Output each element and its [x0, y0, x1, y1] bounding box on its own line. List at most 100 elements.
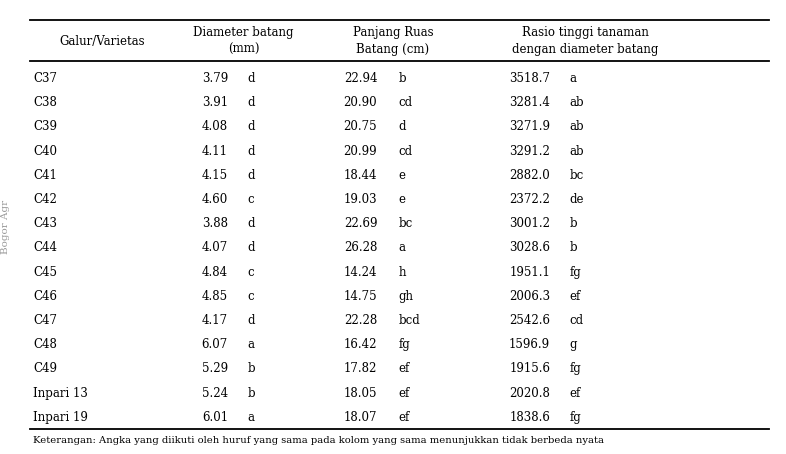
Text: 4.17: 4.17 [202, 314, 228, 327]
Text: Panjang Ruas: Panjang Ruas [353, 26, 433, 39]
Text: 1596.9: 1596.9 [509, 338, 550, 351]
Text: 5.24: 5.24 [202, 387, 228, 400]
Text: C47: C47 [33, 314, 57, 327]
Text: d: d [248, 96, 255, 109]
Text: b: b [248, 387, 255, 400]
Text: Rasio tinggi tanaman: Rasio tinggi tanaman [522, 26, 649, 39]
Text: 3028.6: 3028.6 [509, 242, 550, 254]
Text: 18.07: 18.07 [343, 411, 377, 424]
Text: a: a [399, 242, 406, 254]
Text: 2882.0: 2882.0 [509, 169, 550, 182]
Text: 3291.2: 3291.2 [509, 144, 550, 158]
Text: bc: bc [570, 169, 584, 182]
Text: a: a [570, 72, 577, 85]
Text: 14.24: 14.24 [343, 266, 377, 279]
Text: C40: C40 [33, 144, 57, 158]
Text: a: a [248, 411, 255, 424]
Text: C42: C42 [33, 193, 57, 206]
Text: c: c [248, 193, 254, 206]
Text: dengan diameter batang: dengan diameter batang [512, 43, 659, 56]
Text: 18.44: 18.44 [343, 169, 377, 182]
Text: 3001.2: 3001.2 [509, 217, 550, 230]
Text: (mm): (mm) [228, 43, 259, 56]
Text: 22.69: 22.69 [343, 217, 377, 230]
Text: 20.90: 20.90 [343, 96, 377, 109]
Text: d: d [248, 169, 255, 182]
Text: ef: ef [570, 387, 581, 400]
Text: Bogor Agr: Bogor Agr [1, 200, 10, 254]
Text: 14.75: 14.75 [343, 290, 377, 303]
Text: d: d [248, 144, 255, 158]
Text: g: g [570, 338, 578, 351]
Text: d: d [248, 72, 255, 85]
Text: bcd: bcd [399, 314, 421, 327]
Text: 3281.4: 3281.4 [509, 96, 550, 109]
Text: 2006.3: 2006.3 [509, 290, 550, 303]
Text: c: c [248, 266, 254, 279]
Text: Batang (cm): Batang (cm) [356, 43, 430, 56]
Text: de: de [570, 193, 584, 206]
Text: b: b [248, 362, 255, 375]
Text: Galur/Varietas: Galur/Varietas [60, 35, 145, 48]
Text: ef: ef [399, 362, 410, 375]
Text: b: b [570, 217, 578, 230]
Text: d: d [248, 314, 255, 327]
Text: 18.05: 18.05 [343, 387, 377, 400]
Text: 6.07: 6.07 [202, 338, 228, 351]
Text: 22.28: 22.28 [344, 314, 377, 327]
Text: 19.03: 19.03 [343, 193, 377, 206]
Text: 6.01: 6.01 [202, 411, 228, 424]
Text: 4.11: 4.11 [202, 144, 228, 158]
Text: C37: C37 [33, 72, 57, 85]
Text: 4.07: 4.07 [202, 242, 228, 254]
Text: 1951.1: 1951.1 [509, 266, 550, 279]
Text: 4.84: 4.84 [202, 266, 228, 279]
Text: 16.42: 16.42 [343, 338, 377, 351]
Text: 1838.6: 1838.6 [509, 411, 550, 424]
Text: fg: fg [570, 362, 582, 375]
Text: 4.08: 4.08 [202, 120, 228, 133]
Text: 2020.8: 2020.8 [509, 387, 550, 400]
Text: ef: ef [399, 387, 410, 400]
Text: 3.91: 3.91 [202, 96, 228, 109]
Text: d: d [248, 242, 255, 254]
Text: C43: C43 [33, 217, 57, 230]
Text: C38: C38 [33, 96, 57, 109]
Text: C49: C49 [33, 362, 57, 375]
Text: fg: fg [399, 338, 410, 351]
Text: 22.94: 22.94 [343, 72, 377, 85]
Text: b: b [399, 72, 406, 85]
Text: 1915.6: 1915.6 [509, 362, 550, 375]
Text: C45: C45 [33, 266, 57, 279]
Text: d: d [248, 120, 255, 133]
Text: a: a [248, 338, 255, 351]
Text: 4.60: 4.60 [202, 193, 228, 206]
Text: c: c [248, 290, 254, 303]
Text: C46: C46 [33, 290, 57, 303]
Text: C41: C41 [33, 169, 57, 182]
Text: d: d [248, 217, 255, 230]
Text: 3271.9: 3271.9 [509, 120, 550, 133]
Text: d: d [399, 120, 406, 133]
Text: Diameter batang: Diameter batang [193, 26, 294, 39]
Text: cd: cd [570, 314, 584, 327]
Text: 26.28: 26.28 [344, 242, 377, 254]
Text: e: e [399, 169, 406, 182]
Text: C48: C48 [33, 338, 57, 351]
Text: 3.79: 3.79 [202, 72, 228, 85]
Text: ab: ab [570, 96, 585, 109]
Text: fg: fg [570, 411, 582, 424]
Text: cd: cd [399, 144, 413, 158]
Text: 17.82: 17.82 [344, 362, 377, 375]
Text: h: h [399, 266, 406, 279]
Text: 20.99: 20.99 [343, 144, 377, 158]
Text: ab: ab [570, 120, 585, 133]
Text: Inpari 19: Inpari 19 [33, 411, 88, 424]
Text: C44: C44 [33, 242, 57, 254]
Text: 3518.7: 3518.7 [509, 72, 550, 85]
Text: 4.85: 4.85 [202, 290, 228, 303]
Text: bc: bc [399, 217, 413, 230]
Text: C39: C39 [33, 120, 57, 133]
Text: 3.88: 3.88 [202, 217, 228, 230]
Text: 5.29: 5.29 [202, 362, 228, 375]
